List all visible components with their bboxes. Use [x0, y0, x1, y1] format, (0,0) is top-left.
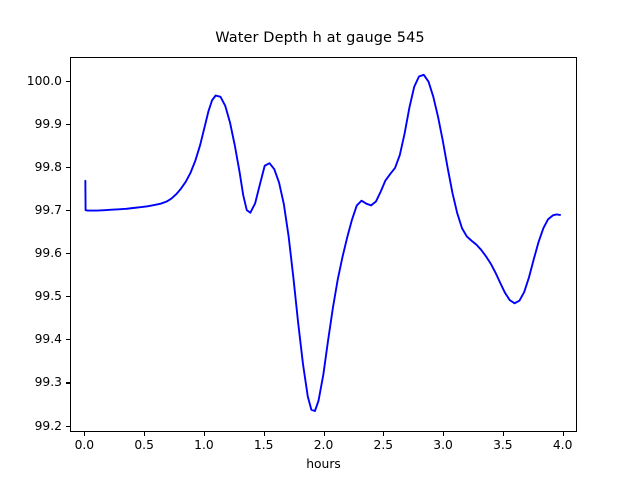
- x-tick-label: 0.5: [134, 438, 154, 452]
- x-tick-label: 3.5: [493, 438, 513, 452]
- x-tick-label: 3.0: [433, 438, 453, 452]
- x-tick-label: 2.5: [373, 438, 394, 452]
- x-tick-label: 0.0: [74, 438, 95, 452]
- y-tick-label: 99.5: [34, 289, 62, 304]
- y-tick-label: 99.4: [34, 332, 62, 347]
- x-tick-label: 2.0: [313, 438, 334, 452]
- y-tick-label: 100.0: [26, 73, 62, 88]
- data-series-line: [84, 73, 562, 412]
- y-tick-label: 99.8: [34, 159, 62, 174]
- y-tick-label: 99.2: [34, 418, 62, 433]
- plot-area: [70, 57, 577, 432]
- x-tick-label: 1.5: [253, 438, 274, 452]
- y-tick-label: 99.3: [34, 375, 62, 390]
- y-tick-label: 99.9: [34, 116, 62, 131]
- y-tick-label: 99.6: [34, 246, 62, 261]
- line-chart-svg: [84, 73, 562, 412]
- chart-title: Water Depth h at gauge 545: [215, 30, 425, 46]
- x-tick-label: 1.0: [194, 438, 214, 452]
- x-axis-label: hours: [306, 457, 341, 471]
- y-tick-label: 99.7: [34, 203, 62, 218]
- x-tick-label: 4.0: [552, 438, 573, 452]
